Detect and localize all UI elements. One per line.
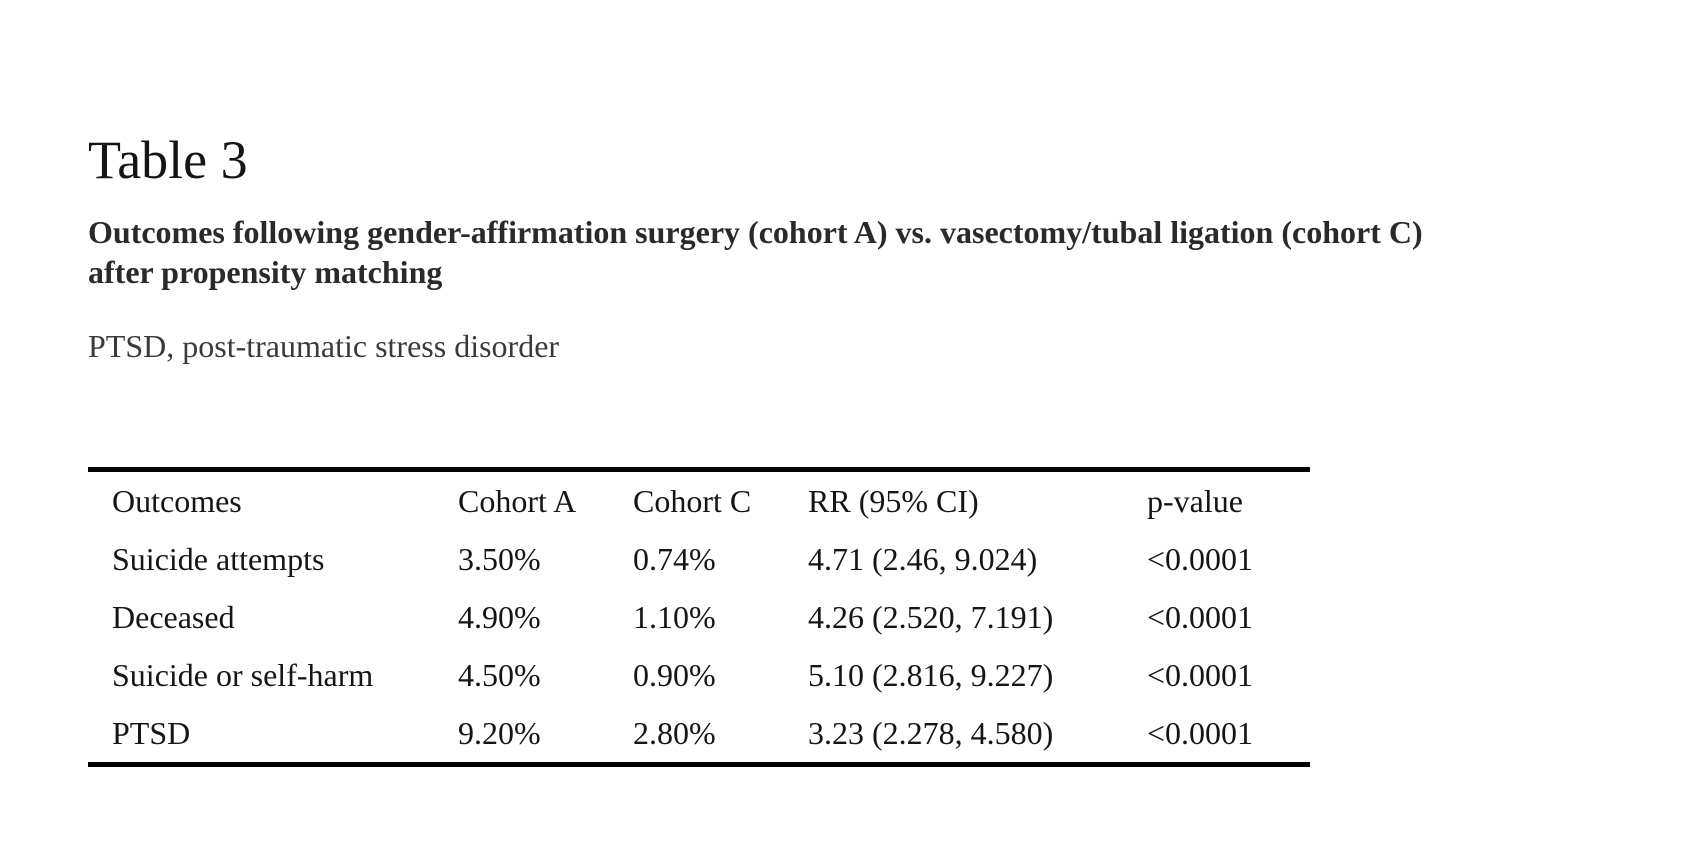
cell-cohort-a: 9.20% [458,714,541,751]
cell-cohort-a: 4.90% [458,598,541,635]
column-header-outcomes: Outcomes [112,482,242,519]
cell-p-value: <0.0001 [1147,714,1254,751]
cell-cohort-c: 2.80% [633,714,716,751]
column-header-p-value: p-value [1147,482,1243,519]
cell-p-value: <0.0001 [1147,540,1254,577]
header-row: Outcomes Cohort A Cohort C RR (95% CI) p… [88,470,1310,531]
column-header-cohort-c: Cohort C [633,482,752,519]
cell-rr-ci: 4.26 (2.520, 7.191) [808,598,1054,635]
cell-cohort-c: 0.74% [633,540,716,577]
table-row-suicide-or-self-harm: Suicide or self-harm 4.50% 0.90% 5.10 (2… [88,646,1310,704]
table-row-deceased: Deceased 4.90% 1.10% 4.26 (2.520, 7.191)… [88,588,1310,646]
cell-outcome: Suicide attempts [112,540,325,577]
table-row-ptsd: PTSD 9.20% 2.80% 3.23 (2.278, 4.580) <0.… [88,704,1310,765]
cell-cohort-c: 1.10% [633,598,716,635]
cell-cohort-a: 3.50% [458,540,541,577]
cell-cohort-a: 4.50% [458,656,541,693]
table-caption: Outcomes following gender-affirmation su… [88,212,1648,292]
abbreviation-note: PTSD, post-traumatic stress disorder [88,328,560,364]
table-row-suicide-attempts: Suicide attempts 3.50% 0.74% 4.71 (2.46,… [88,530,1310,588]
cell-cohort-c: 0.90% [633,656,716,693]
column-header-rr-ci: RR (95% CI) [808,482,979,519]
cell-rr-ci: 3.23 (2.278, 4.580) [808,714,1054,751]
cell-rr-ci: 5.10 (2.816, 9.227) [808,656,1054,693]
cell-p-value: <0.0001 [1147,656,1254,693]
cell-outcome: Suicide or self-harm [112,656,374,693]
column-header-cohort-a: Cohort A [458,482,577,519]
table-caption-line-1: Outcomes following gender-affirmation su… [88,214,1423,250]
cell-rr-ci: 4.71 (2.46, 9.024) [808,540,1038,577]
cell-outcome: PTSD [112,714,191,751]
table-number-heading: Table 3 [88,130,248,190]
table-caption-line-2: after propensity matching [88,254,443,290]
results-table: Outcomes Cohort A Cohort C RR (95% CI) p… [88,467,1310,767]
cell-p-value: <0.0001 [1147,598,1254,635]
cell-outcome: Deceased [112,598,235,635]
